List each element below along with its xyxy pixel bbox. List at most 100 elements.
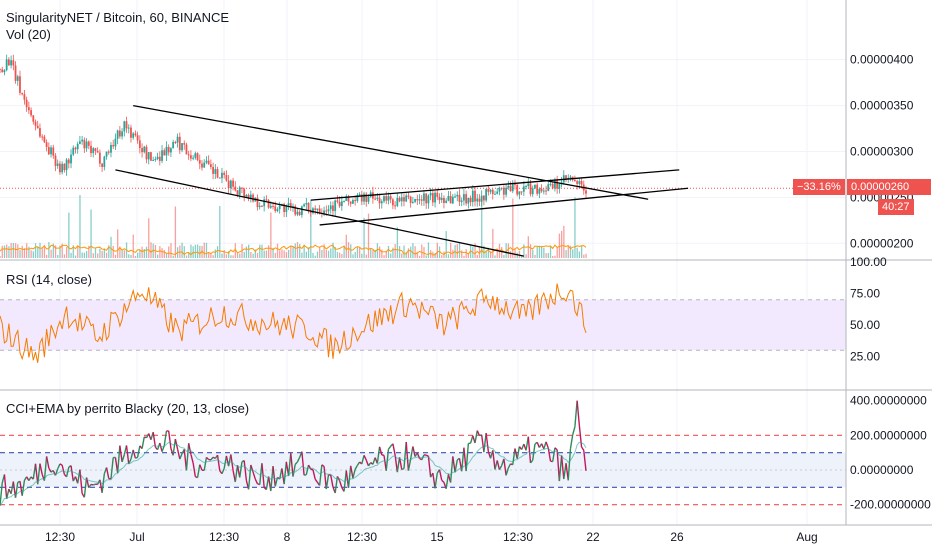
candle-body	[181, 143, 183, 151]
volume-bar	[174, 206, 177, 258]
candle-body	[81, 139, 84, 142]
cci-segment	[354, 465, 358, 470]
candle-body	[400, 197, 403, 202]
cci-segment	[199, 464, 203, 471]
candle-body	[423, 193, 425, 201]
cci-segment	[492, 450, 496, 470]
candle-body	[27, 107, 30, 111]
volume-bar	[423, 247, 425, 258]
volume-bar	[94, 248, 97, 258]
candle-body	[298, 211, 301, 215]
volume-bar	[63, 254, 66, 258]
volume-bar	[481, 198, 483, 258]
candle-body	[234, 186, 237, 191]
volume-bar	[232, 255, 234, 258]
candle-body	[150, 152, 152, 161]
candle-body	[522, 186, 525, 192]
candle-body	[296, 211, 299, 215]
candle-body	[196, 153, 199, 161]
volume-bar	[68, 212, 70, 258]
candle-body	[369, 192, 372, 197]
volume-bar	[374, 249, 376, 258]
volume-bar	[547, 252, 549, 258]
volume-bar	[114, 254, 117, 258]
cci-segment	[363, 455, 367, 461]
candle-body	[425, 193, 428, 204]
candle-body	[50, 147, 52, 155]
candle-body	[467, 197, 470, 204]
candle-body	[498, 188, 501, 192]
volume-bar	[341, 254, 343, 258]
cci-segment	[483, 432, 487, 453]
candle-body	[147, 152, 150, 160]
volume-bar	[430, 250, 432, 258]
cci-segment	[434, 472, 438, 489]
volume-bar	[307, 247, 310, 258]
volume-bar	[205, 242, 208, 258]
cci-segment	[205, 456, 210, 461]
cci-segment	[527, 436, 532, 463]
volume-bar	[452, 249, 454, 258]
candle-body	[534, 184, 536, 189]
volume-bar	[549, 245, 552, 258]
volume-bar	[583, 254, 585, 258]
volume-bar	[418, 255, 421, 258]
volume-bar	[518, 251, 521, 258]
volume-bar	[461, 250, 463, 258]
candle-body	[207, 160, 210, 165]
candle-body	[3, 70, 6, 73]
volume-bar	[416, 251, 419, 258]
volume-bar	[77, 246, 79, 258]
candle-body	[14, 65, 17, 81]
cci-segment	[378, 446, 383, 456]
cci-segment	[318, 464, 323, 486]
volume-bar	[467, 253, 470, 258]
candle-body	[482, 195, 485, 201]
time-tick-2: 12:30	[209, 530, 239, 544]
candle-body	[585, 190, 587, 194]
cci-segment	[110, 457, 114, 480]
volume-bar	[541, 245, 543, 258]
cci-segment	[59, 463, 63, 466]
price-tick-2: 0.00000300	[850, 144, 914, 158]
cci-segment	[412, 446, 416, 457]
cci-segment	[144, 436, 147, 439]
candle-body	[12, 60, 15, 66]
candle-body	[545, 190, 547, 192]
candle-body	[170, 148, 172, 153]
candle-body	[274, 206, 277, 212]
grid-lines	[0, 0, 932, 526]
cci-segment	[409, 446, 414, 460]
candle-body	[154, 158, 157, 161]
cci-segment	[552, 447, 556, 462]
volume-bar	[476, 254, 478, 258]
cci-segment	[43, 456, 48, 481]
volume-bar	[492, 228, 494, 258]
volume-bar	[563, 225, 565, 258]
cci-segment	[210, 456, 214, 461]
volume-bar	[165, 252, 168, 258]
volume-bar	[363, 217, 365, 258]
cci-segment	[125, 445, 130, 465]
candle-body	[276, 209, 279, 212]
candle-body	[194, 153, 197, 158]
volume-bar	[296, 242, 299, 258]
candle-body	[454, 196, 456, 198]
cci-segment	[334, 476, 339, 494]
volume-bar	[345, 234, 347, 258]
candle-body	[391, 199, 394, 206]
candle-body	[556, 180, 559, 189]
cci-title: CCI+EMA by perrito Blacky (20, 13, close…	[6, 401, 250, 416]
candle-body	[203, 162, 206, 168]
cci-ema-line	[0, 441, 587, 506]
volume-bar	[219, 205, 221, 258]
cci-segment	[352, 469, 356, 479]
rsi-pane	[0, 283, 846, 363]
volume-bar	[370, 248, 372, 258]
cci-segment	[554, 447, 558, 451]
candle-body	[192, 157, 195, 159]
candle-body	[565, 175, 567, 179]
volume-bar	[128, 254, 130, 258]
volume-bar	[445, 231, 447, 258]
